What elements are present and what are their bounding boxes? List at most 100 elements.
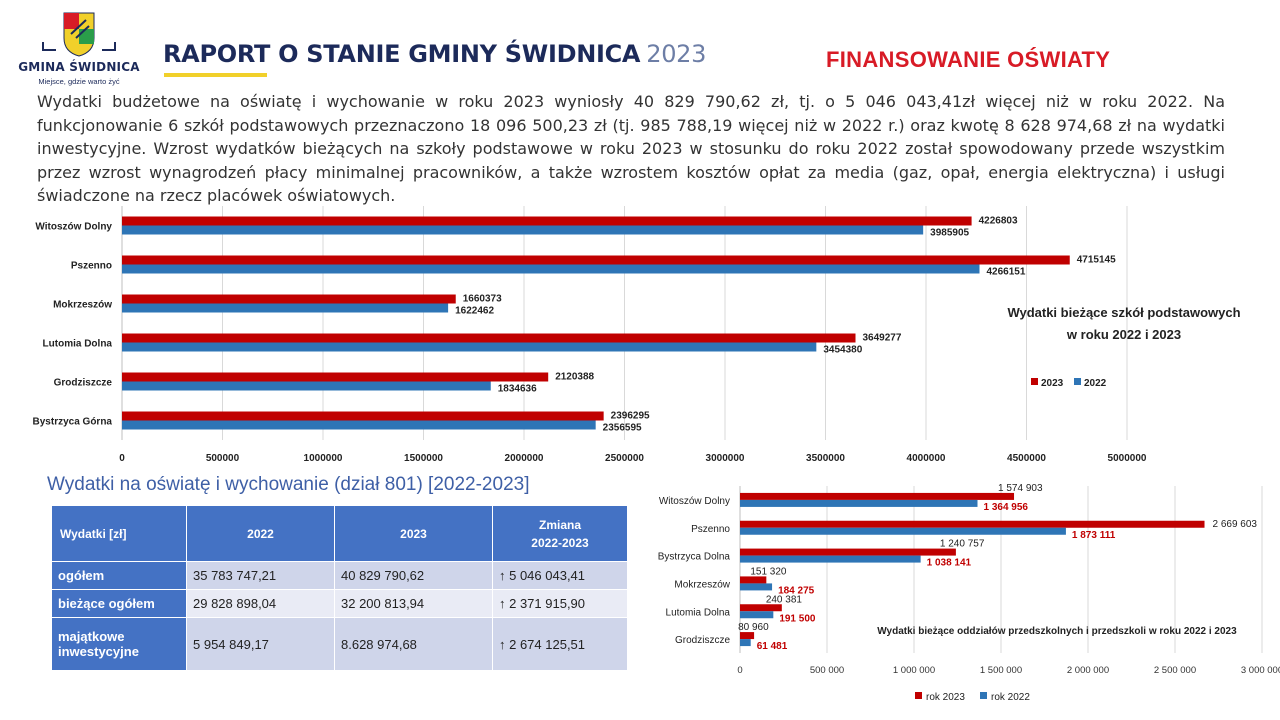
bar-2022: [122, 381, 491, 391]
table-cell: ↑ 2 371 915,90: [492, 589, 628, 618]
x-tick-label: 0: [119, 453, 125, 464]
bar-2023: [122, 372, 549, 382]
bar-2023: [740, 548, 956, 556]
chart-subtitle: w roku 2022 i 2023: [1066, 327, 1181, 342]
bar-2022: [740, 555, 921, 563]
category-label: Bystrzyca Górna: [33, 417, 113, 428]
data-label-2023: 1660373: [463, 294, 502, 305]
bar-2022: [122, 264, 980, 274]
table-cell-label: ogółem: [51, 561, 187, 590]
x-tick-label: 1 000 000: [893, 665, 935, 676]
x-tick-label: 1500000: [404, 453, 443, 464]
table-cell: 8.628 974,68: [334, 617, 493, 671]
table-header-line: Zmiana: [538, 517, 581, 532]
legend-label-2023: rok 2023: [926, 692, 965, 703]
bar-2022: [122, 342, 817, 352]
table-cell-label-line: inwestycyjne: [58, 644, 139, 659]
category-label: Lutomia Dolna: [666, 607, 731, 618]
x-tick-label: 0: [737, 665, 742, 676]
bar-2023: [740, 492, 1015, 500]
table-header: Wydatki [zł]: [51, 505, 187, 562]
data-label-2022: 191 500: [779, 613, 816, 624]
intro-paragraph: Wydatki budżetowe na oświatę i wychowani…: [37, 92, 1225, 205]
page-title-text: RAPORT O STANIE GMINY ŚWIDNICA: [163, 40, 641, 68]
category-label: Witoszów Dolny: [35, 222, 112, 233]
bar-2022: [122, 303, 449, 313]
legend-swatch-2023: [1031, 378, 1038, 385]
chart-title: Wydatki bieżące szkół podstawowych: [1007, 305, 1240, 320]
data-label-2023: 4715145: [1077, 255, 1116, 266]
data-label-2023: 3649277: [863, 333, 902, 344]
table-row: bieżące ogółem 29 828 898,04 32 200 813,…: [51, 589, 628, 618]
table-row: majątkowe inwestycyjne 5 954 849,17 8.628…: [51, 617, 628, 671]
table-cell-label: bieżące ogółem: [51, 589, 187, 618]
x-tick-label: 4500000: [1007, 453, 1046, 464]
data-label-2023: 1 240 757: [940, 539, 985, 550]
table-cell: ↑ 5 046 043,41: [492, 561, 628, 590]
bar-2022: [122, 420, 596, 430]
x-tick-label: 1000000: [304, 453, 343, 464]
table-header: 2023: [334, 505, 493, 562]
bar-2022: [740, 499, 978, 507]
logo: GMINA ŚWIDNICA Miejsce, gdzie warto żyć: [14, 8, 144, 88]
expenses-table: Wydatki [zł] 2022 2023 Zmiana 2022-2023 o…: [51, 505, 628, 671]
x-tick-label: 2000000: [505, 453, 544, 464]
legend-swatch-2022: [980, 692, 987, 699]
bar-2022: [122, 225, 924, 235]
table-cell-label: majątkowe inwestycyjne: [51, 617, 187, 671]
data-label-2023: 4226803: [979, 216, 1018, 227]
x-tick-label: 2 000 000: [1067, 665, 1109, 676]
title-underline: [164, 73, 267, 77]
logo-tagline: Miejsce, gdzie warto żyć: [38, 77, 120, 86]
x-tick-label: 4000000: [907, 453, 946, 464]
x-tick-label: 3500000: [806, 453, 845, 464]
x-tick-label: 2500000: [605, 453, 644, 464]
category-label: Lutomia Dolna: [43, 339, 113, 350]
bar-2022: [740, 583, 773, 591]
bar-2023: [740, 576, 767, 584]
table-cell: ↑ 2 674 125,51: [492, 617, 628, 671]
x-tick-label: 2 500 000: [1154, 665, 1196, 676]
table-cell-label-line: majątkowe: [58, 629, 125, 644]
data-label-2022: 184 275: [778, 585, 815, 596]
bar-2023: [740, 632, 755, 640]
bar-2023: [122, 294, 456, 304]
legend-label-2022: 2022: [1084, 378, 1107, 389]
section-title: FINANSOWANIE OŚWIATY: [826, 47, 1111, 72]
category-label: Witoszów Dolny: [659, 496, 730, 507]
table-cell: 29 828 898,04: [186, 589, 335, 618]
table-cell: 5 954 849,17: [186, 617, 335, 671]
bar-2023: [122, 333, 856, 343]
data-label-2022: 61 481: [757, 641, 788, 652]
x-tick-label: 500 000: [810, 665, 844, 676]
category-label: Mokrzeszów: [674, 579, 730, 590]
data-label-2023: 2396295: [611, 411, 650, 422]
bar-2023: [122, 216, 972, 226]
data-label-2023: 2120388: [555, 372, 594, 383]
table-header: Zmiana 2022-2023: [492, 505, 628, 562]
table-header-row: Wydatki [zł] 2022 2023 Zmiana 2022-2023: [51, 505, 628, 562]
legend-label-2023: 2023: [1041, 378, 1064, 389]
category-label: Grodziszcze: [675, 635, 730, 646]
x-tick-label: 3000000: [706, 453, 745, 464]
category-label: Grodziszcze: [54, 378, 113, 389]
page-title: RAPORT O STANIE GMINY ŚWIDNICA 2023: [163, 40, 706, 68]
table-cell: 35 783 747,21: [186, 561, 335, 590]
x-tick-label: 3 000 000: [1241, 665, 1280, 676]
legend-label-2022: rok 2022: [991, 692, 1030, 703]
page-title-year: 2023: [646, 40, 707, 68]
data-label-2022: 1 038 141: [927, 558, 972, 569]
data-label-2023: 151 320: [750, 566, 787, 577]
data-label-2023: 1 574 903: [998, 483, 1043, 494]
table-cell: 40 829 790,62: [334, 561, 493, 590]
table-header-line: 2022-2023: [531, 535, 589, 550]
data-label-2022: 3985905: [930, 228, 969, 239]
data-label-2023: 80 960: [738, 622, 769, 633]
legend-swatch-2022: [1074, 378, 1081, 385]
coat-of-arms-icon: [42, 12, 116, 57]
data-label-2023: 240 381: [766, 594, 803, 605]
bar-2022: [740, 527, 1066, 535]
data-label-2023: 2 669 603: [1213, 519, 1258, 530]
x-tick-label: 500000: [206, 453, 240, 464]
table-row: ogółem 35 783 747,21 40 829 790,62 ↑ 5 0…: [51, 561, 628, 590]
